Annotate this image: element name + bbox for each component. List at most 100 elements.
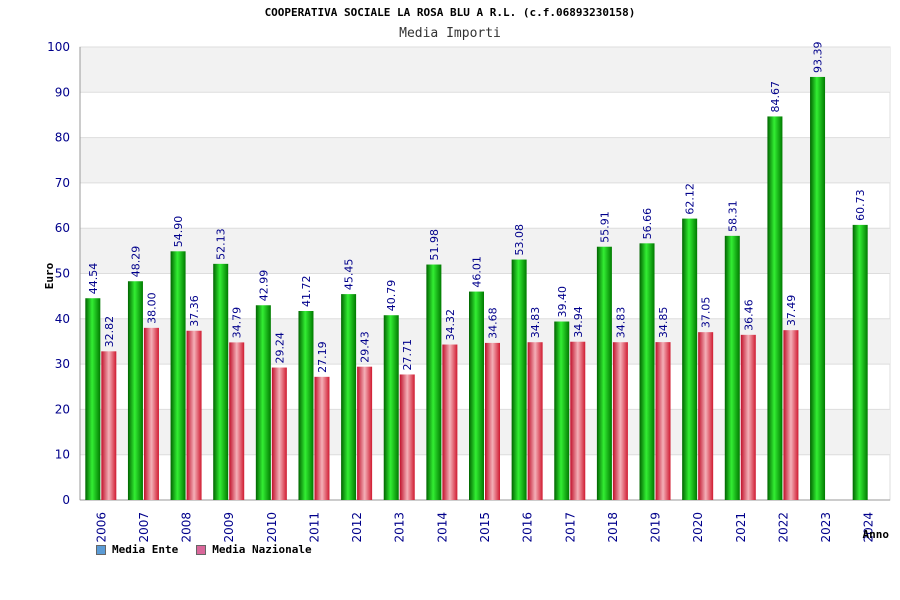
y-tick-label: 100	[47, 40, 70, 54]
x-tick-label: 2006	[94, 512, 108, 543]
bar-nazionale	[186, 330, 202, 500]
x-tick-label: 2012	[350, 512, 364, 543]
value-label-nazionale: 27.19	[316, 341, 329, 373]
bar-ente	[596, 246, 612, 500]
x-tick-label: 2019	[649, 512, 663, 543]
bar-nazionale	[570, 341, 586, 500]
y-tick-label: 60	[55, 221, 70, 235]
x-tick-label: 2023	[819, 512, 833, 543]
bar-ente	[383, 315, 399, 500]
value-label-ente: 56.66	[641, 208, 654, 240]
y-tick-label: 70	[55, 176, 70, 190]
bar-nazionale	[101, 351, 117, 500]
bar-nazionale	[527, 342, 543, 500]
value-label-nazionale: 34.83	[529, 307, 542, 339]
x-tick-label: 2017	[563, 512, 577, 543]
value-label-nazionale: 34.85	[657, 307, 670, 339]
bar-nazionale	[442, 344, 458, 500]
value-label-ente: 93.39	[812, 41, 825, 73]
x-tick-label: 2020	[691, 512, 705, 543]
bar-ente	[127, 281, 143, 500]
x-tick-label: 2007	[137, 512, 151, 543]
chart-title: COOPERATIVA SOCIALE LA ROSA BLU A R.L. (…	[264, 6, 636, 19]
value-label-ente: 39.40	[556, 286, 569, 318]
y-tick-label: 50	[55, 267, 70, 281]
value-label-ente: 55.91	[598, 211, 611, 243]
value-label-ente: 58.31	[726, 200, 739, 232]
value-label-nazionale: 34.83	[614, 307, 627, 339]
value-label-nazionale: 36.46	[742, 299, 755, 331]
legend-swatch-ente	[96, 544, 106, 555]
value-label-nazionale: 29.43	[359, 331, 372, 363]
bar-ente	[639, 243, 655, 500]
y-tick-label: 20	[55, 402, 70, 416]
y-tick-label: 80	[55, 131, 70, 145]
y-tick-label: 40	[55, 312, 70, 326]
legend-swatch-nazionale	[196, 544, 207, 555]
bar-ente	[852, 224, 868, 500]
value-label-nazionale: 27.71	[401, 339, 414, 371]
bar-nazionale	[314, 376, 330, 500]
value-label-nazionale: 38.00	[145, 292, 158, 324]
x-tick-label: 2016	[521, 512, 535, 543]
value-label-ente: 53.08	[513, 224, 526, 256]
value-label-ente: 52.13	[215, 228, 228, 259]
bars	[85, 76, 868, 501]
legend: Media Ente Media Nazionale	[96, 543, 312, 556]
value-label-nazionale: 29.24	[273, 332, 286, 364]
x-tick-label: 2008	[180, 512, 194, 543]
value-label-ente: 60.73	[854, 189, 867, 221]
value-label-nazionale: 34.94	[572, 306, 585, 338]
x-tick-label: 2013	[393, 512, 407, 543]
value-label-nazionale: 37.05	[700, 297, 713, 329]
value-label-nazionale: 34.79	[231, 307, 244, 339]
bar-ente	[724, 235, 740, 500]
value-label-ente: 41.72	[300, 276, 313, 308]
value-label-ente: 48.29	[129, 246, 142, 278]
x-axis-ticks: 2006 2007 2008 2009 2010 2011 2012 2013 2014 2015…	[94, 512, 875, 543]
value-label-ente: 44.54	[87, 263, 100, 295]
chart-subtitle: Media Importi	[399, 26, 501, 41]
x-tick-label: 2010	[265, 512, 279, 543]
bar-ente	[810, 76, 826, 500]
bar-nazionale	[783, 330, 799, 500]
value-label-ente: 51.98	[428, 229, 441, 261]
x-tick-label: 2009	[222, 512, 236, 543]
y-axis-title: Euro	[43, 262, 56, 289]
bar-ente	[213, 263, 229, 500]
legend-item-ente: Media Ente	[96, 543, 178, 556]
x-tick-label: 2021	[734, 512, 748, 543]
value-label-ente: 46.01	[471, 256, 484, 288]
value-label-ente: 84.67	[769, 81, 782, 113]
value-label-ente: 62.12	[684, 183, 697, 215]
y-tick-label: 90	[55, 85, 70, 99]
x-tick-label: 2018	[606, 512, 620, 543]
x-tick-label: 2024	[862, 512, 876, 543]
value-label-ente: 54.90	[172, 216, 185, 248]
bar-ente	[298, 311, 314, 500]
bar-ente	[469, 291, 484, 500]
x-tick-label: 2014	[435, 512, 449, 543]
value-label-nazionale: 37.36	[188, 295, 201, 327]
y-tick-label: 0	[62, 493, 70, 507]
bar-ente	[767, 116, 783, 501]
value-label-nazionale: 37.49	[785, 295, 798, 327]
value-label-ente: 45.45	[343, 259, 356, 291]
bar-nazionale	[229, 342, 245, 500]
value-label-nazionale: 32.82	[103, 316, 116, 348]
value-labels: 44.54 32.82 48.29 38.00 54.90 37.36 52.13 34.79…	[87, 41, 867, 372]
y-tick-label: 30	[55, 357, 70, 371]
grid-band	[80, 47, 890, 93]
bar-ente	[511, 259, 527, 500]
legend-label-nazionale: Media Nazionale	[212, 543, 312, 556]
x-tick-label: 2022	[776, 512, 790, 543]
bar-ente	[554, 321, 570, 500]
x-tick-label: 2015	[478, 512, 492, 543]
x-axis-title: Anno	[863, 528, 890, 541]
bar-ente	[341, 294, 357, 500]
value-label-nazionale: 34.68	[487, 307, 500, 339]
bar-nazionale	[698, 332, 714, 500]
bar-ente	[426, 264, 442, 500]
legend-item-nazionale: Media Nazionale	[196, 543, 312, 556]
